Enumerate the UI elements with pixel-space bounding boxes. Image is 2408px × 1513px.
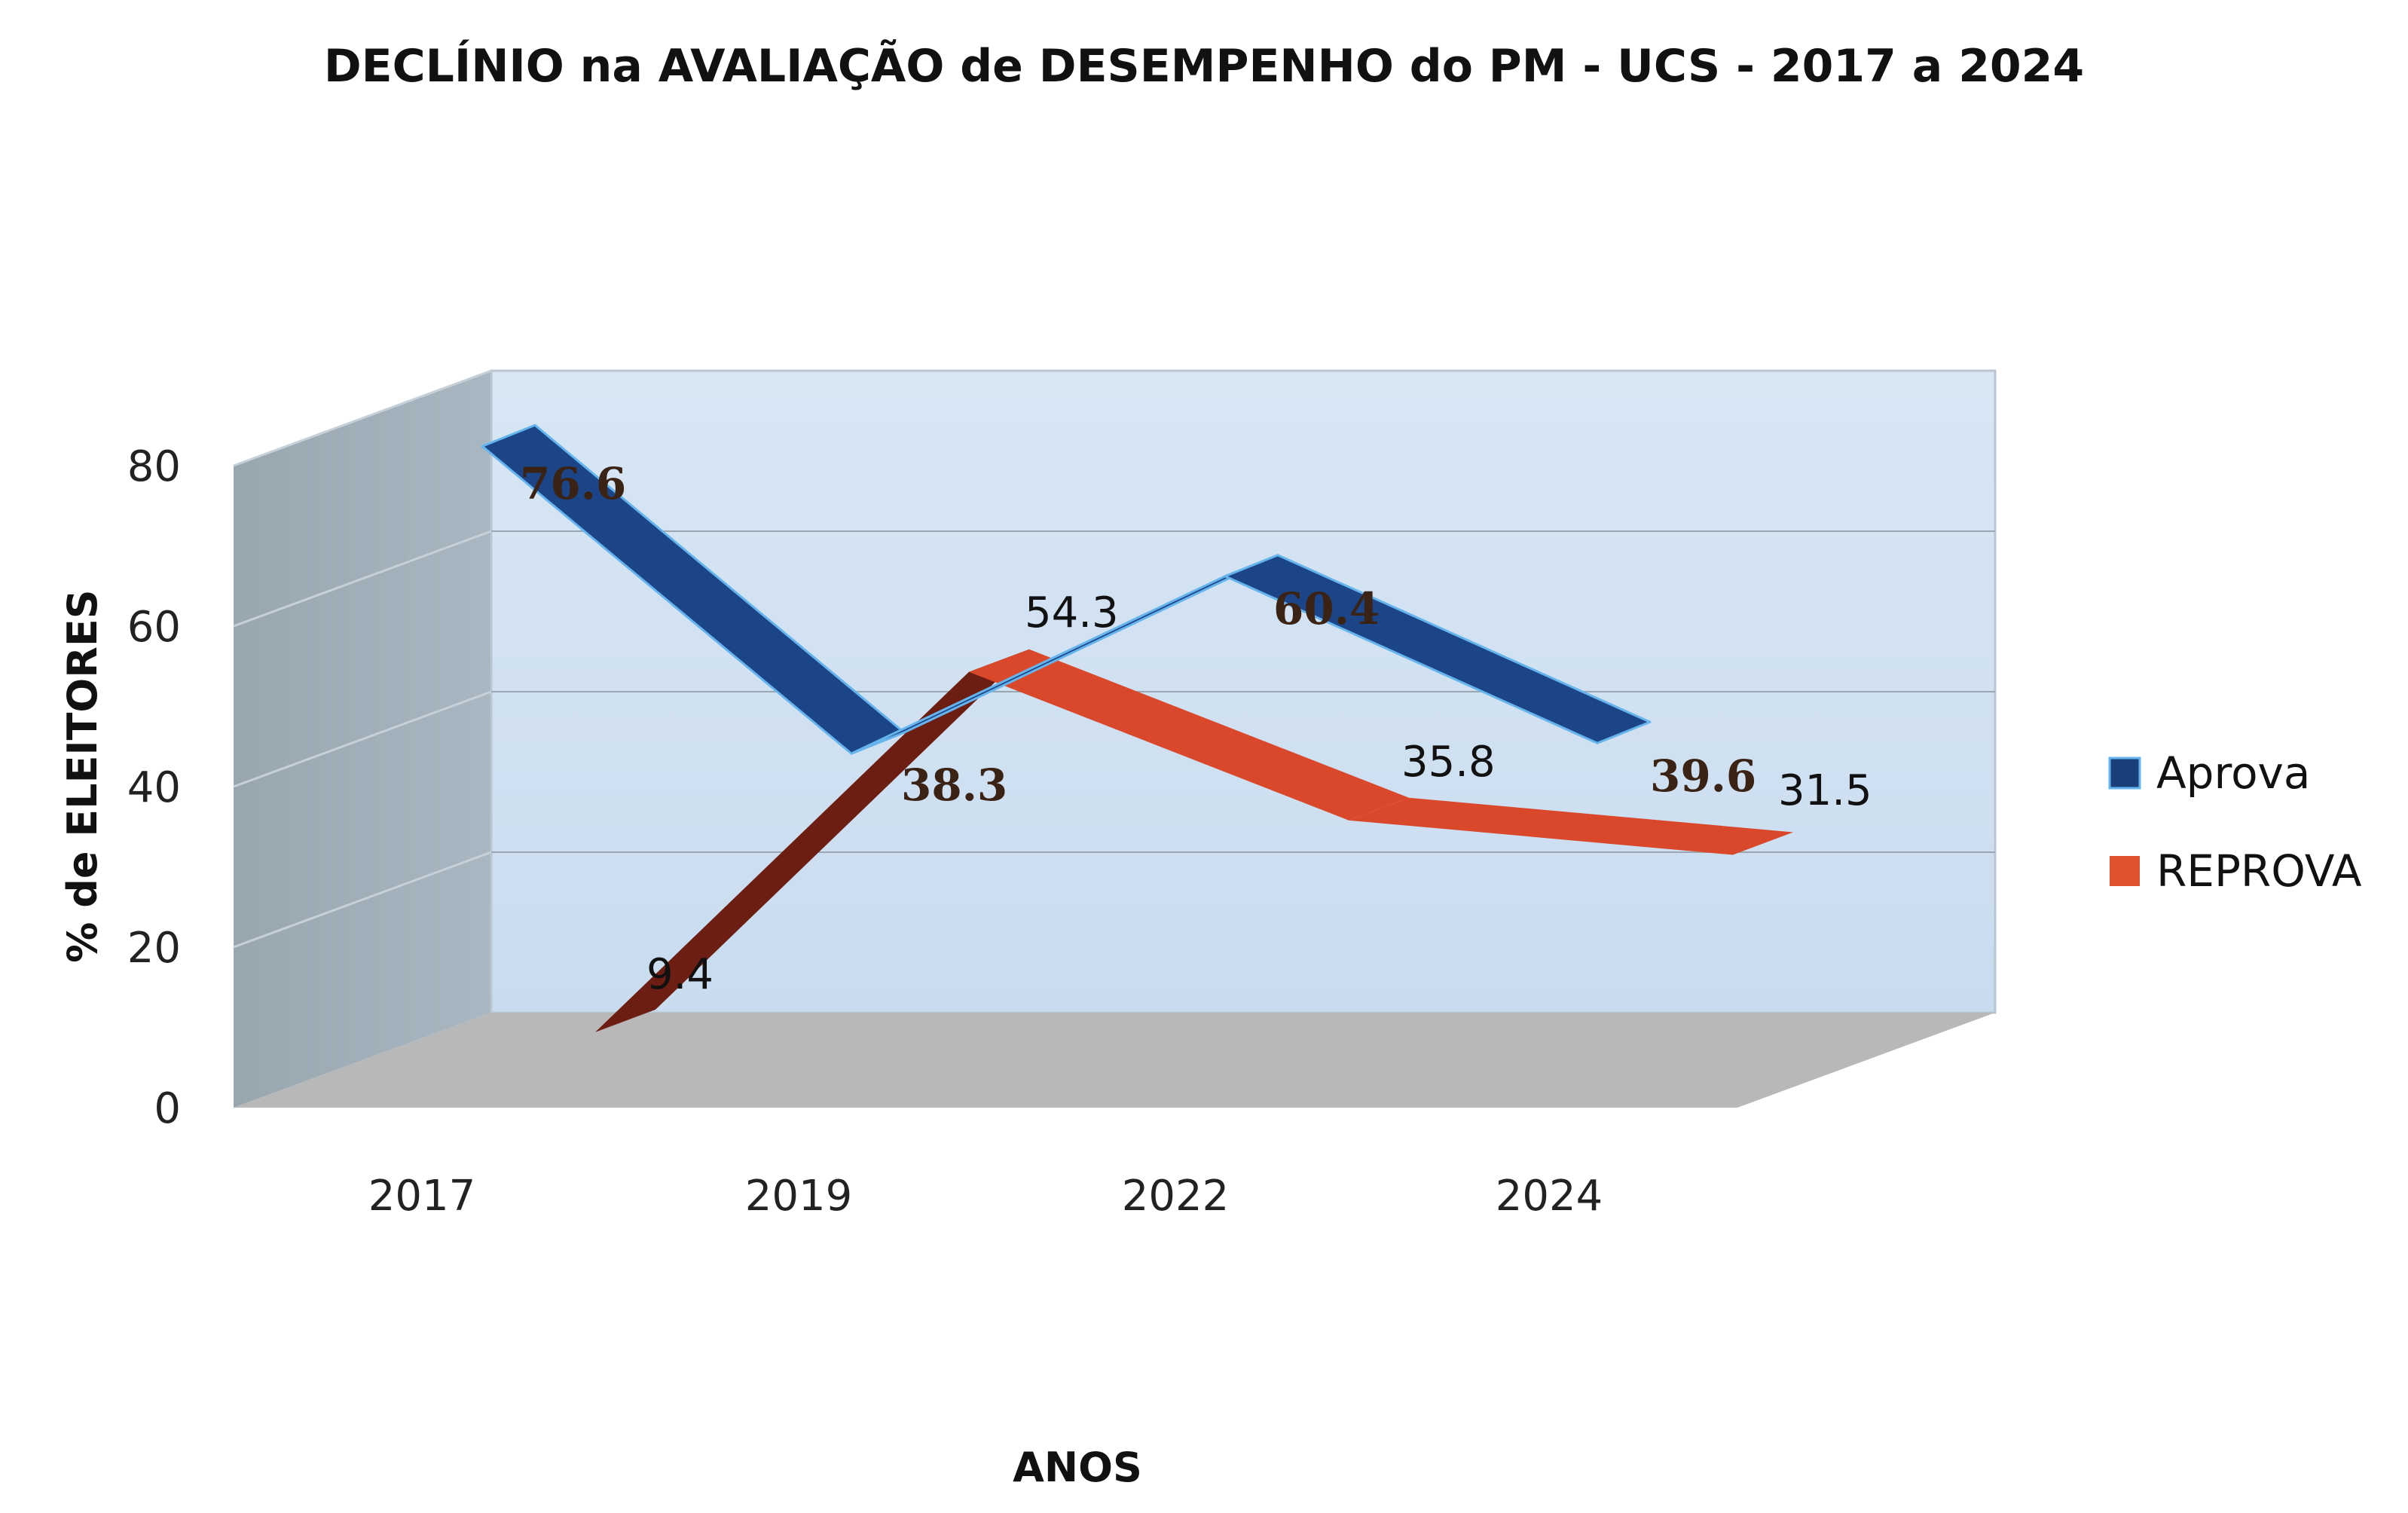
series-segment-reprova: [969, 649, 1409, 821]
gridlines: [233, 369, 1995, 949]
data-label-reprova: 54.3: [1025, 588, 1119, 637]
data-label-aprova: 39.6: [1650, 750, 1756, 802]
y-tick-label: 60: [127, 603, 181, 652]
x-axis-ticks: 2017 2019 2022 2024: [368, 1172, 1603, 1221]
gridline-side: [233, 530, 492, 628]
data-label-reprova: 9.4: [646, 950, 714, 999]
y-tick-label: 20: [127, 924, 181, 973]
data-label-reprova: 31.5: [1778, 766, 1872, 815]
data-label-aprova: 38.3: [901, 760, 1007, 811]
legend-swatch-aprova: [2108, 756, 2141, 790]
y-tick-label: 0: [154, 1084, 181, 1133]
series-segment-reprova: [1349, 797, 1793, 855]
x-tick-label: 2019: [745, 1172, 853, 1221]
gridline-side: [233, 851, 492, 949]
data-label-reprova: 35.8: [1401, 738, 1496, 787]
x-tick-label: 2017: [368, 1172, 476, 1221]
series-ribbons: [481, 423, 1793, 1032]
gridline-side: [233, 690, 492, 788]
legend-label-reprova: REPROVA: [2156, 845, 2362, 897]
legend-swatch-reprova: [2110, 856, 2140, 886]
series-segment-reprova: [595, 649, 1029, 1032]
data-label-aprova: 76.6: [520, 458, 626, 509]
data-label-aprova: 60.4: [1273, 583, 1380, 634]
floor: [234, 1013, 1995, 1108]
plot-area: 9.4 54.3 35.8 31.5 76.6 38.3 60.4 39.6: [233, 369, 1997, 1108]
x-axis-title: ANOS: [1013, 1444, 1142, 1491]
series-segment-aprova: [1224, 554, 1652, 744]
y-axis-ticks: 0 20 40 60 80: [127, 442, 181, 1133]
y-tick-label: 80: [127, 442, 181, 491]
legend-label-aprova: Aprova: [2156, 747, 2310, 799]
y-tick-label: 40: [127, 763, 181, 812]
data-labels: 9.4 54.3 35.8 31.5 76.6 38.3 60.4 39.6: [520, 458, 1872, 999]
chart-title: DECLÍNIO na AVALIAÇÃO de DESEMPENHO do P…: [324, 38, 2084, 93]
legend: Aprova REPROVA: [2108, 747, 2362, 897]
y-axis-title: % de ELEITORES: [59, 589, 106, 962]
x-tick-label: 2022: [1122, 1172, 1230, 1221]
x-tick-label: 2024: [1496, 1172, 1603, 1221]
gridline-side: [233, 369, 492, 467]
